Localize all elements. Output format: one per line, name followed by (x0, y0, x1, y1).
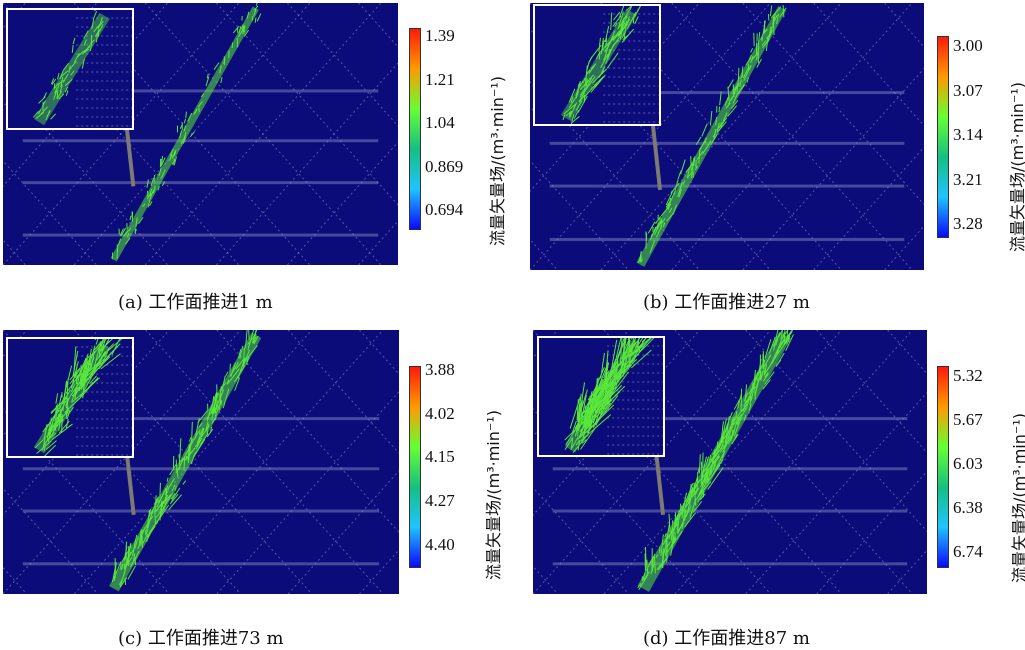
colorbar-c (409, 366, 421, 568)
colorbar-tick: 1.39 (425, 26, 455, 46)
zoom-inset-c (6, 337, 134, 458)
panel-caption: (c) 工作面推进73 m (118, 624, 284, 650)
colorbar-tick: 6.38 (953, 498, 983, 518)
inset-svg-a (8, 10, 132, 128)
zoom-inset-b (533, 4, 661, 126)
colorbar-tick: 0.869 (425, 157, 463, 177)
colorbar-tick: 4.27 (425, 491, 455, 511)
inset-vector-group (565, 338, 663, 454)
colorbar-tick: 4.15 (425, 447, 455, 467)
inset-vector-group (35, 339, 132, 456)
colorbar-title: 流量矢量场/(m³·min⁻¹) (480, 410, 504, 580)
zoom-inset-a (6, 8, 134, 130)
colorbar-title: 流量矢量场/(m³·min⁻¹) (1006, 413, 1025, 583)
colorbar-tick: 3.07 (953, 81, 983, 101)
zoom-inset-d (537, 336, 665, 457)
colorbar-tick: 3.88 (425, 360, 455, 380)
colorbar-tick: 5.32 (953, 366, 983, 386)
inset-svg-d (539, 338, 663, 455)
colorbar-a (409, 28, 421, 230)
colorbar-title: 流量矢量场/(m³·min⁻¹) (1004, 82, 1025, 252)
colorbar-tick: 1.04 (425, 113, 455, 133)
colorbar-tick: 6.74 (953, 542, 983, 562)
colorbar-tick: 5.67 (953, 410, 983, 430)
panel-caption: (a) 工作面推进1 m (118, 288, 273, 314)
colorbar-tick: 4.40 (425, 535, 455, 555)
colorbar-b (937, 36, 949, 238)
colorbar-title: 流量矢量场/(m³·min⁻¹) (484, 76, 508, 246)
colorbar-tick: 4.02 (425, 404, 455, 424)
colorbar-tick: 3.00 (953, 36, 983, 56)
inset-vector-group (33, 10, 132, 126)
colorbar-tick: 3.28 (953, 214, 983, 234)
inset-svg-c (8, 339, 132, 456)
colorbar-tick: 3.21 (953, 170, 983, 190)
colorbar-tick: 1.21 (425, 70, 455, 90)
colorbar-tick: 3.14 (953, 125, 983, 145)
inset-svg-b (535, 6, 659, 124)
colorbar-tick: 6.03 (953, 454, 983, 474)
colorbar-tick: 0.694 (425, 200, 463, 220)
panel-caption: (b) 工作面推进27 m (643, 288, 810, 314)
colorbar-d (937, 366, 949, 568)
panel-caption: (d) 工作面推进87 m (643, 624, 810, 650)
inset-vector-group (563, 6, 659, 124)
